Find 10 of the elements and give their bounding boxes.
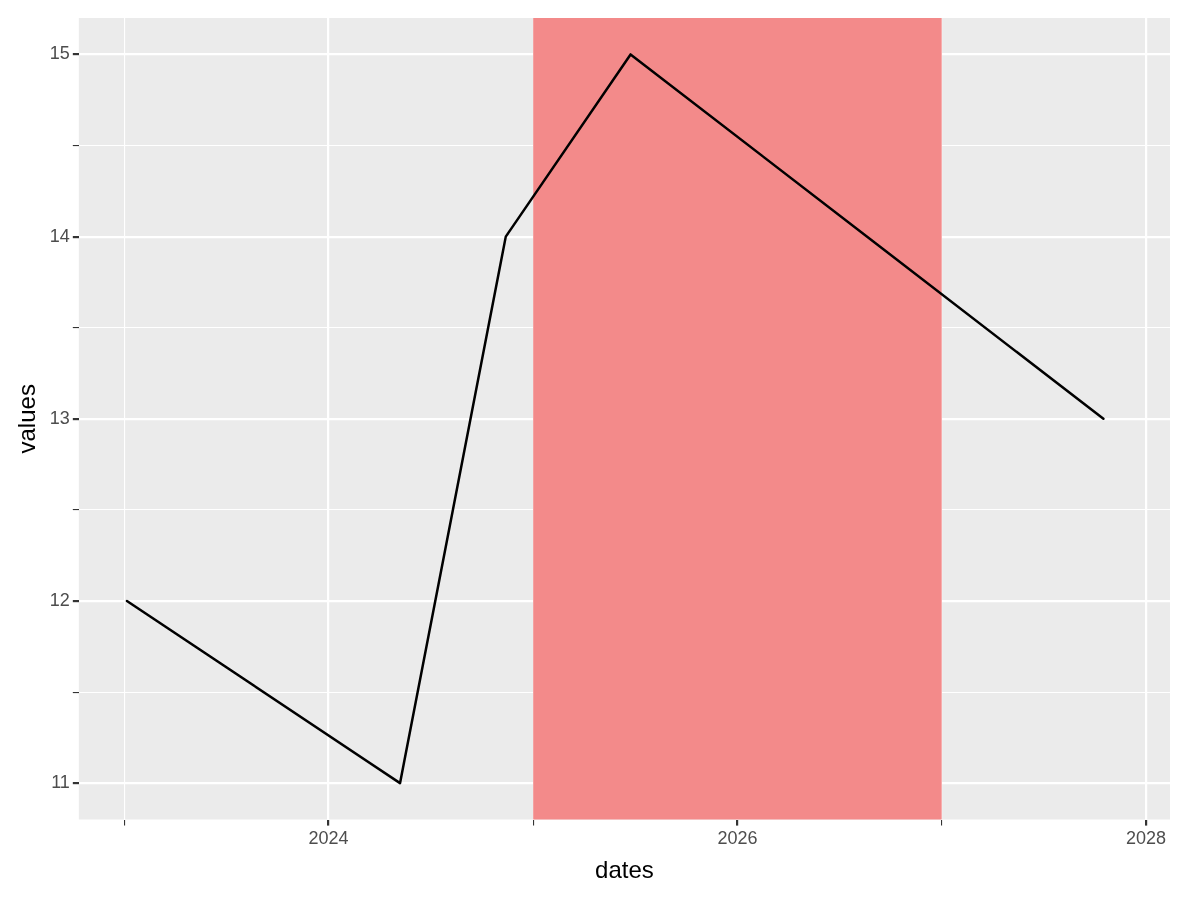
y-tick-label: 14 xyxy=(49,225,70,246)
x-tick-label: 2024 xyxy=(308,828,349,849)
y-tick-label: 15 xyxy=(49,43,70,64)
y-axis-title: values xyxy=(13,384,41,454)
y-tick-label: 13 xyxy=(49,407,70,428)
x-axis-title: dates xyxy=(595,856,654,884)
x-tick-label: 2026 xyxy=(717,828,758,849)
y-tick-label: 11 xyxy=(51,772,70,793)
y-tick-label: 12 xyxy=(49,589,70,610)
x-tick-label: 2028 xyxy=(1125,828,1166,849)
